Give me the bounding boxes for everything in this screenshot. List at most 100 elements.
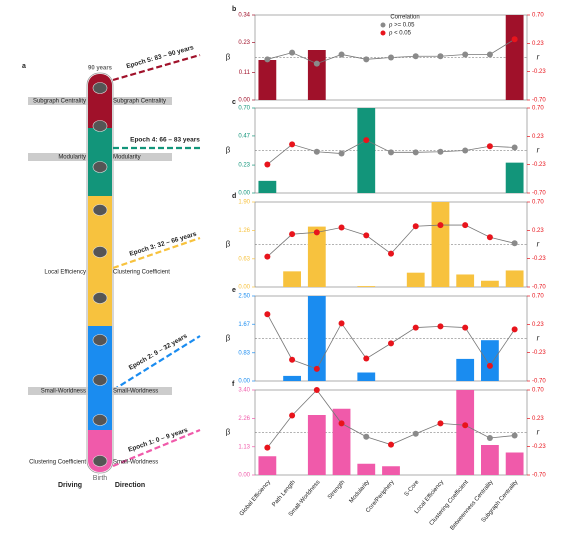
r-point (511, 36, 518, 43)
r-point (437, 420, 444, 427)
epoch-label: Epoch 1: 0 – 9 years (127, 427, 189, 454)
panel-label: c (232, 99, 236, 106)
y-axis-label: β (226, 240, 231, 249)
r-point (437, 53, 444, 60)
epoch-segment (88, 196, 112, 326)
r-point (289, 49, 296, 56)
y-tick-label: 0.00 (238, 473, 250, 479)
bar (258, 180, 277, 193)
r-point (388, 441, 394, 448)
r-point (511, 432, 518, 439)
label-box (28, 97, 88, 105)
r-point (363, 433, 370, 440)
panel-label: f (232, 381, 235, 388)
side-label-left: Local Efficiency (44, 270, 86, 276)
epoch-connector (112, 335, 201, 391)
r-point (462, 51, 469, 58)
label-box (28, 387, 88, 395)
r-point (338, 320, 345, 327)
y2-tick-label: 0.70 (532, 200, 544, 206)
r-point (462, 422, 469, 429)
y-tick-label: 0.23 (238, 163, 250, 169)
r-point (511, 144, 518, 151)
y2-tick-label: 0.23 (532, 228, 544, 234)
y-tick-label: 0.63 (238, 256, 250, 262)
y-tick-label: 0.34 (238, 13, 250, 19)
y-tick-label: 1.67 (238, 322, 250, 328)
epoch-connector (112, 428, 201, 468)
r-point (388, 54, 394, 61)
y-tick-label: 0.00 (238, 285, 250, 291)
y-tick-label: 1.90 (238, 200, 250, 206)
r-point (486, 434, 493, 441)
r-point (289, 356, 296, 363)
r-point (437, 323, 444, 330)
bar (357, 286, 376, 287)
y2-tick-label: -0.70 (532, 98, 546, 104)
y2-tick-label: -0.23 (532, 69, 546, 75)
r-point (363, 355, 370, 362)
side-label-left: Subgraph Centrality (33, 99, 86, 105)
bar (283, 375, 301, 381)
y-axis-label: β (226, 334, 231, 343)
brain-icon (92, 120, 108, 132)
y-tick-label: 0.00 (238, 379, 250, 385)
legend-label: ρ >= 0.05 (389, 23, 415, 29)
r-point (338, 150, 345, 157)
left-heading: Driving (58, 482, 82, 489)
bar (258, 456, 277, 475)
r-point (264, 56, 271, 63)
r-point (313, 60, 320, 67)
r-point (264, 311, 271, 318)
r-point (437, 148, 444, 155)
bar (283, 271, 301, 287)
x-tick-label: Modularity (349, 479, 371, 504)
bottom-label: Birth (93, 475, 108, 482)
bar (431, 202, 450, 287)
y2-tick-label: 0.70 (532, 388, 544, 394)
r-point (338, 51, 345, 58)
y2-axis-label: r (537, 146, 540, 155)
y2-axis-label: r (537, 240, 540, 249)
panel-label: a (22, 63, 26, 70)
bar (258, 60, 277, 100)
y2-tick-label: 0.70 (532, 13, 544, 19)
r-point (511, 240, 518, 247)
r-point (338, 224, 345, 231)
y-tick-label: 2.50 (238, 294, 250, 300)
y-tick-label: 2.26 (238, 416, 250, 422)
r-point (264, 161, 271, 168)
x-tick-label: Betweenness Centrality (450, 479, 495, 531)
r-point (313, 365, 320, 372)
bar (481, 280, 499, 287)
brain-icon (92, 292, 108, 304)
y2-axis-label: r (537, 334, 540, 343)
y2-tick-label: 0.23 (532, 416, 544, 422)
y-tick-label: 0.70 (238, 106, 250, 112)
top-label: 90 years (88, 66, 113, 72)
r-point (412, 53, 419, 60)
right-heading: Direction (115, 482, 145, 489)
bar (456, 358, 475, 381)
y2-tick-label: -0.23 (532, 256, 546, 262)
epoch-segment (88, 74, 112, 128)
y-tick-label: 1.26 (238, 228, 250, 234)
epoch-label: Epoch 3: 32 – 66 years (129, 231, 198, 258)
x-tick-label: Global Efficiency (239, 479, 272, 517)
r-point (313, 148, 320, 155)
y-tick-label: 1.13 (238, 444, 250, 450)
side-label-right: Subgraph Centrality (113, 99, 166, 105)
r-point (462, 147, 469, 154)
r-point (412, 324, 419, 331)
epoch-label: Epoch 4: 66 – 83 years (130, 137, 200, 144)
label-box (112, 387, 172, 395)
r-point (486, 362, 493, 369)
y2-tick-label: -0.23 (532, 444, 546, 450)
bar (505, 162, 524, 193)
bar (307, 415, 326, 475)
r-point (338, 420, 345, 427)
r-point (486, 234, 493, 241)
bar (406, 272, 425, 287)
bar (481, 445, 499, 475)
